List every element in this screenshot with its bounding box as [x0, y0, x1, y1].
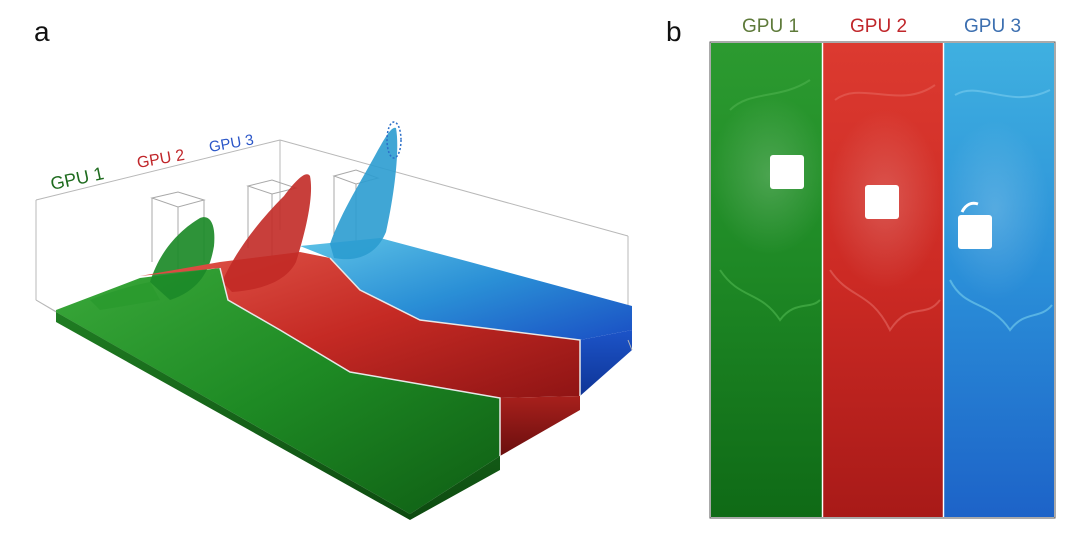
obstacle-3: [958, 215, 992, 249]
panel-b-letter: b: [666, 16, 682, 47]
gpu1-label-3d: GPU 1: [49, 163, 106, 194]
gpu3-region-3d: [300, 121, 632, 396]
gpu2-label-top: GPU 2: [850, 16, 907, 37]
panel-a-letter: a: [34, 16, 50, 47]
panel-b-figure: GPU 1 GPU 2 GPU 3: [709, 16, 1056, 519]
gpu2-region-3d: [140, 174, 580, 456]
panel-a-3d-view: a: [34, 16, 633, 520]
gpu1-region-3d: [56, 217, 500, 520]
gpu1-label-top: GPU 1: [742, 16, 799, 37]
obstacle-2: [865, 185, 899, 219]
panel-a-figure: GPU 1 GPU 2 GPU 3: [35, 121, 633, 520]
obstacle-1: [770, 155, 804, 189]
gpu2-label-3d: GPU 2: [136, 147, 186, 172]
gpu-interfaces-3d: [219, 257, 581, 456]
gpu3-label-top: GPU 3: [964, 16, 1021, 37]
gpu3-label-3d: GPU 3: [208, 131, 255, 156]
panel-b-top-view: b GPU 1 GPU 2: [660, 0, 1080, 537]
